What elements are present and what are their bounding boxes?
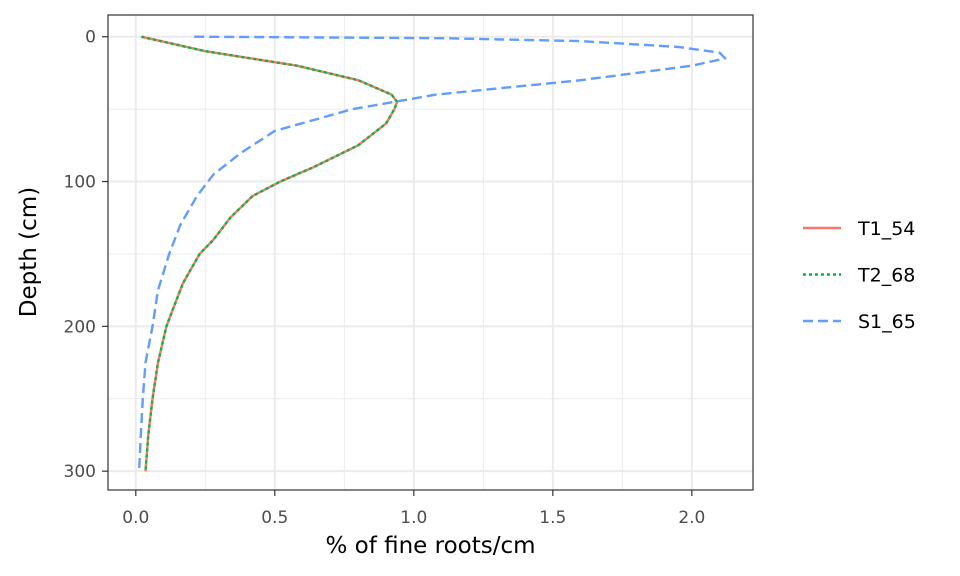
legend-label: T1_54	[857, 218, 915, 240]
x-axis-ticks: 0.0 0.5 1.0 1.5 2.0	[122, 490, 705, 528]
y-axis-ticks: 0 100 200 300	[64, 28, 108, 482]
x-tick-label: 1.5	[539, 508, 566, 528]
y-tick-label: 200	[64, 317, 96, 337]
y-axis-title: Depth (cm)	[16, 187, 42, 317]
legend: T1_54 T2_68 S1_65	[803, 218, 916, 333]
plot-border	[107, 14, 754, 491]
x-axis-title: % of fine roots/cm	[325, 533, 535, 559]
series-line-t2-68	[141, 35, 399, 472]
grid-major	[108, 15, 753, 490]
legend-label: S1_65	[858, 311, 916, 333]
y-tick-label: 100	[64, 173, 96, 193]
y-tick-label: 300	[64, 462, 96, 482]
legend-label: T2_68	[857, 265, 915, 287]
x-tick-label: 0.5	[261, 508, 288, 528]
x-tick-label: 1.0	[400, 508, 427, 528]
series-line-s1-65	[137, 35, 727, 472]
grid-minor	[108, 15, 753, 490]
plot-background	[108, 15, 753, 490]
y-tick-label: 0	[85, 28, 96, 48]
x-tick-label: 0.0	[122, 508, 149, 528]
x-tick-label: 2.0	[678, 508, 705, 528]
series-layer	[137, 35, 727, 472]
